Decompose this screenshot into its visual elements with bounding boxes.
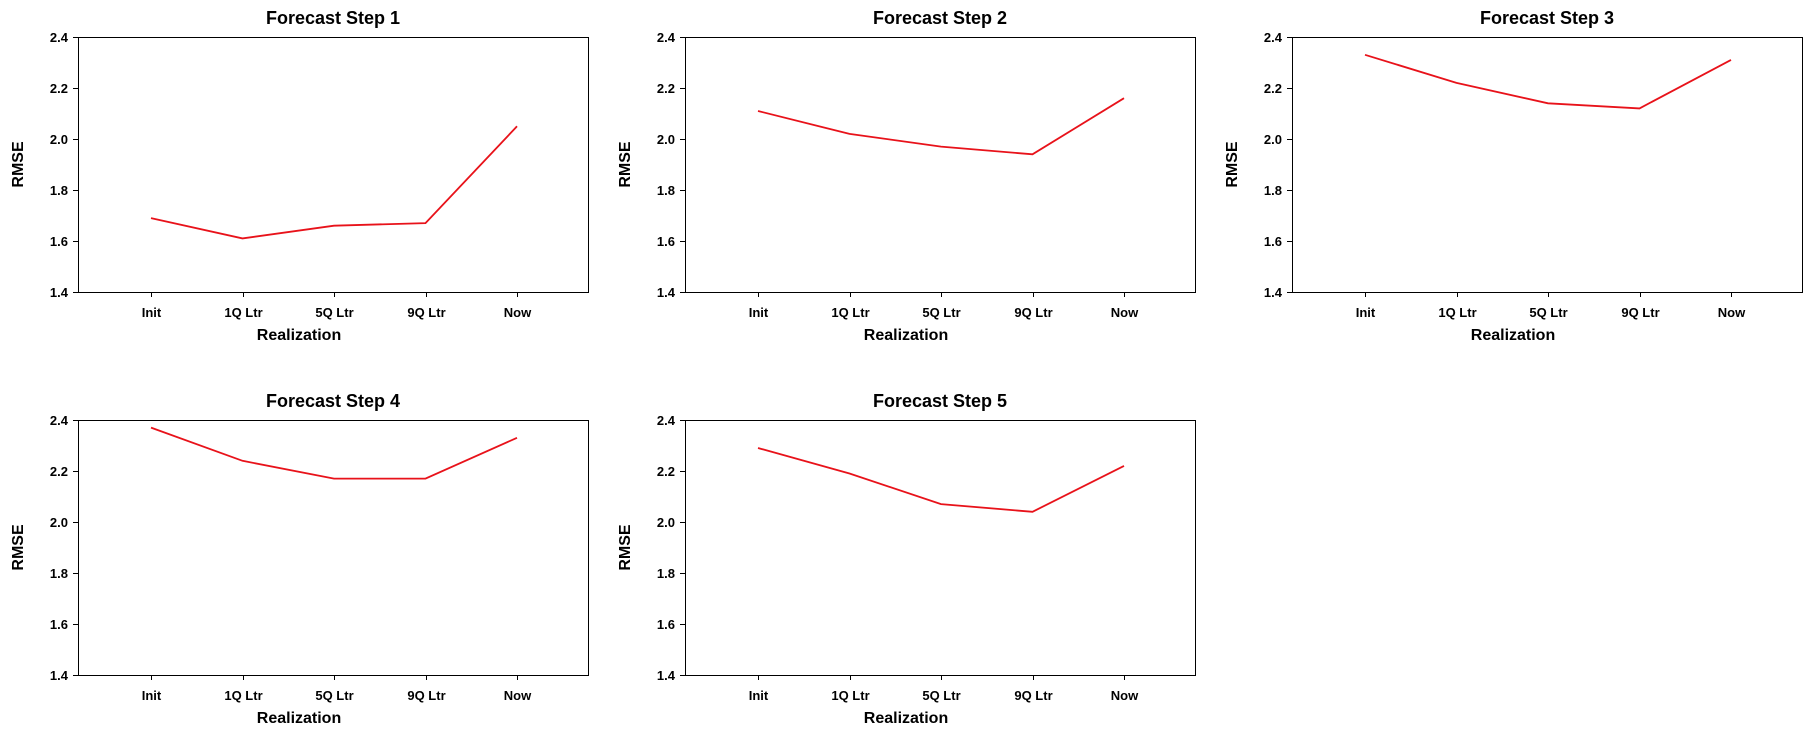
chart-title: Forecast Step 4 — [266, 391, 400, 411]
x-tick-label: 9Q Ltr — [1014, 305, 1052, 320]
y-tick-label: 1.4 — [50, 285, 69, 300]
y-tick-label: 2.4 — [50, 413, 69, 428]
y-axis-label: RMSE — [617, 524, 634, 571]
chart-panel-4: Forecast Step 4 1.4 1.6 1.8 2.0 2.2 2.4 Init 1Q … — [10, 391, 589, 727]
x-tick-label: 5Q Ltr — [922, 305, 960, 320]
y-tick-label: 2.2 — [50, 464, 68, 479]
plot-frame — [685, 37, 1196, 293]
y-tick-label: 1.4 — [50, 668, 69, 683]
y-tick-label: 1.8 — [50, 566, 68, 581]
plot-frame — [78, 420, 589, 676]
x-axis-label: Realization — [1471, 327, 1555, 344]
y-tick-label: 2.0 — [657, 515, 675, 530]
y-tick-label: 2.0 — [1264, 132, 1282, 147]
x-tick-label: 9Q Ltr — [407, 305, 445, 320]
x-axis-label: Realization — [864, 710, 948, 727]
x-tick-label: Now — [504, 305, 532, 320]
y-tick-label: 2.4 — [657, 30, 676, 45]
x-tick-label: Now — [1111, 688, 1139, 703]
plot-frame — [1292, 37, 1803, 293]
y-tick-label: 2.0 — [50, 515, 68, 530]
y-axis-label: RMSE — [617, 141, 634, 188]
x-tick-label: 5Q Ltr — [315, 305, 353, 320]
y-tick-label: 2.2 — [657, 464, 675, 479]
y-tick-label: 2.4 — [50, 30, 69, 45]
y-tick-label: 1.6 — [1264, 234, 1282, 249]
x-tick-label: 1Q Ltr — [224, 305, 262, 320]
y-tick-label: 1.8 — [657, 183, 675, 198]
series-line-1 — [150, 125, 518, 240]
chart-title: Forecast Step 3 — [1480, 8, 1614, 28]
x-tick-label: Init — [749, 305, 769, 320]
x-tick-label: Now — [1111, 305, 1139, 320]
y-tick-label: 1.8 — [50, 183, 68, 198]
y-tick-label: 1.6 — [657, 617, 675, 632]
series-line-1 — [1364, 53, 1732, 110]
chart-title: Forecast Step 1 — [266, 8, 400, 28]
series-line-1 — [757, 97, 1125, 156]
x-tick-label: Now — [504, 688, 532, 703]
chart-panel-3: Forecast Step 3 1.4 1.6 1.8 2.0 2.2 2.4 Init 1Q … — [1224, 8, 1803, 344]
chart-panel-5: Forecast Step 5 1.4 1.6 1.8 2.0 2.2 2.4 Init 1Q … — [617, 391, 1196, 727]
x-tick-label: 9Q Ltr — [1014, 688, 1052, 703]
x-tick-label: 1Q Ltr — [831, 688, 869, 703]
x-tick-label: Init — [1356, 305, 1376, 320]
y-tick-label: 1.6 — [50, 617, 68, 632]
x-tick-label: 9Q Ltr — [1621, 305, 1659, 320]
x-tick-label: 5Q Ltr — [922, 688, 960, 703]
chart-panel-1: Forecast Step 1 1.4 1.6 1.8 2.0 2.2 2.4 Init 1Q … — [10, 8, 589, 344]
x-tick-label: 1Q Ltr — [1438, 305, 1476, 320]
x-tick-label: 5Q Ltr — [315, 688, 353, 703]
y-tick-label: 2.0 — [50, 132, 68, 147]
chart-title: Forecast Step 5 — [873, 391, 1007, 411]
plot-frame — [685, 420, 1196, 676]
y-axis-label: RMSE — [1224, 141, 1241, 188]
x-tick-label: Now — [1718, 305, 1746, 320]
plot-frame — [78, 37, 589, 293]
x-tick-label: Init — [142, 688, 162, 703]
y-tick-label: 1.8 — [1264, 183, 1282, 198]
y-tick-label: 1.4 — [657, 285, 676, 300]
y-tick-label: 1.8 — [657, 566, 675, 581]
chart-panel-2: Forecast Step 2 1.4 1.6 1.8 2.0 2.2 2.4 Init 1Q … — [617, 8, 1196, 344]
x-tick-label: 5Q Ltr — [1529, 305, 1567, 320]
y-tick-label: 2.2 — [1264, 81, 1282, 96]
x-axis-label: Realization — [257, 327, 341, 344]
y-tick-label: 1.6 — [50, 234, 68, 249]
x-tick-label: Init — [749, 688, 769, 703]
y-tick-label: 2.2 — [50, 81, 68, 96]
y-tick-label: 2.4 — [1264, 30, 1283, 45]
y-axis-label: RMSE — [10, 141, 27, 188]
y-axis-label: RMSE — [10, 524, 27, 571]
x-tick-label: 1Q Ltr — [224, 688, 262, 703]
x-tick-label: 1Q Ltr — [831, 305, 869, 320]
y-tick-label: 2.0 — [657, 132, 675, 147]
x-tick-label: Init — [142, 305, 162, 320]
series-line-1 — [150, 426, 518, 480]
chart-title: Forecast Step 2 — [873, 8, 1007, 28]
series-line-1 — [757, 447, 1125, 513]
x-axis-label: Realization — [864, 327, 948, 344]
x-tick-label: 9Q Ltr — [407, 688, 445, 703]
y-tick-label: 1.6 — [657, 234, 675, 249]
x-axis-label: Realization — [257, 710, 341, 727]
y-tick-label: 1.4 — [657, 668, 676, 683]
y-tick-label: 1.4 — [1264, 285, 1283, 300]
y-tick-label: 2.4 — [657, 413, 676, 428]
y-tick-label: 2.2 — [657, 81, 675, 96]
